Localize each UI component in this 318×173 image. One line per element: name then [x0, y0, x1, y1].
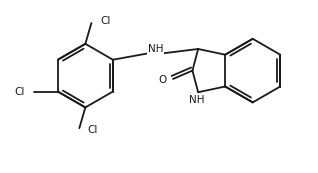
Text: NH: NH — [148, 44, 163, 54]
Text: Cl: Cl — [14, 86, 24, 97]
Text: Cl: Cl — [100, 16, 111, 26]
Text: Cl: Cl — [88, 125, 98, 135]
Text: NH: NH — [190, 95, 205, 105]
Text: O: O — [159, 75, 167, 85]
